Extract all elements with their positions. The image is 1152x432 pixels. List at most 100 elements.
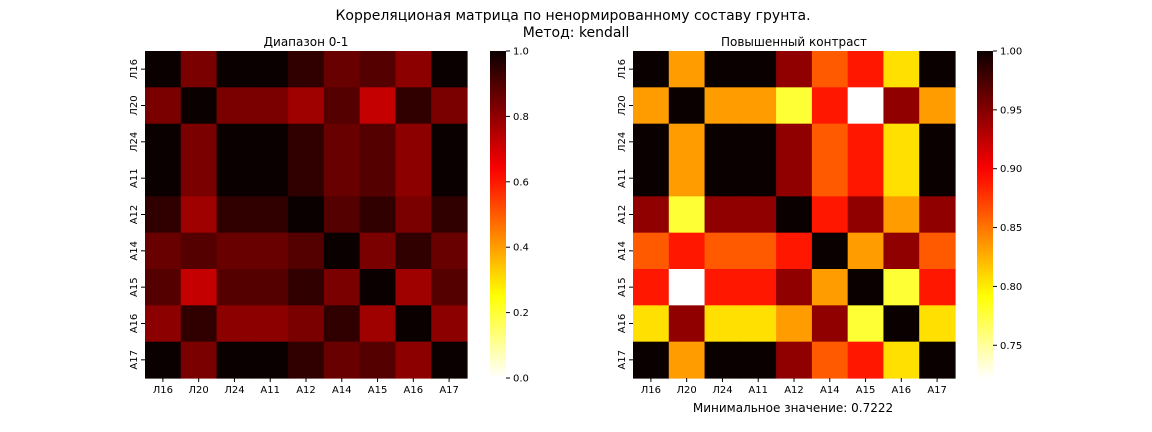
x-tick-label: А11 — [260, 385, 280, 396]
heatmap-cell — [633, 51, 670, 88]
heatmap-cell — [883, 160, 920, 197]
heatmap-cell — [288, 123, 325, 161]
heatmap-cell — [216, 160, 253, 197]
heatmap-cell — [288, 341, 325, 379]
colorbar-tick-label: 0.2 — [513, 308, 529, 319]
x-tick-label: А16 — [404, 385, 424, 396]
heatmap-cell — [359, 269, 397, 306]
colorbar-tick-label: 0.8 — [513, 112, 529, 123]
heatmap-cell — [883, 123, 920, 161]
y-tick-label: Л24 — [617, 132, 628, 152]
heatmap-cell — [216, 305, 253, 343]
heatmap-cell — [323, 341, 361, 379]
heatmap-cell — [668, 51, 706, 88]
heatmap-cell — [776, 123, 813, 161]
heatmap-cell — [180, 232, 218, 270]
heatmap-cell — [395, 232, 432, 270]
heatmap-cell — [180, 305, 218, 343]
x-tick-label: Л16 — [641, 385, 661, 396]
heatmap-cell — [668, 160, 706, 197]
heatmap-cell — [776, 305, 813, 343]
colorbar-tick-label: 0.85 — [1000, 223, 1022, 234]
heatmap-cell — [847, 196, 885, 234]
heatmap-cell — [288, 196, 325, 234]
heatmap-cell — [252, 160, 289, 197]
heatmap-cell — [288, 160, 325, 197]
x-tick-label: А14 — [820, 385, 840, 396]
heatmap-cell — [145, 305, 182, 343]
heatmap-cell — [847, 160, 885, 197]
heatmap-cell — [704, 341, 741, 379]
heatmap-cell — [776, 232, 813, 270]
heatmap-cell — [919, 232, 956, 270]
heatmap-cell — [180, 341, 218, 379]
x-tick-label: А17 — [927, 385, 947, 396]
figure-title-line1: Корреляционая матрица по ненормированном… — [335, 8, 810, 24]
heatmap-cell — [847, 51, 885, 88]
heatmap-cell — [633, 341, 670, 379]
heatmap-cell — [216, 232, 253, 270]
heatmap-cell — [811, 305, 849, 343]
heatmap-cell — [216, 269, 253, 306]
heatmap-cell — [668, 269, 706, 306]
heatmap-cell — [431, 305, 468, 343]
heatmap-cell — [288, 87, 325, 125]
x-tick-label: А16 — [892, 385, 912, 396]
heatmap-cell — [740, 87, 777, 125]
heatmap-cell — [252, 269, 289, 306]
heatmap-cell — [252, 305, 289, 343]
heatmap-cell — [704, 305, 741, 343]
heatmap-cell — [180, 160, 218, 197]
heatmap-cell — [668, 87, 706, 125]
heatmap-cell — [919, 196, 956, 234]
heatmap-cell — [395, 305, 432, 343]
heatmap-cell — [847, 232, 885, 270]
y-tick-label: А12 — [129, 205, 140, 225]
colorbar-tick-label: 0.80 — [1000, 282, 1022, 293]
heatmap-cell — [180, 87, 218, 125]
y-tick-label: А17 — [129, 350, 140, 370]
heatmap-cell — [776, 160, 813, 197]
heatmap-cell — [883, 341, 920, 379]
heatmap-cell — [811, 87, 849, 125]
y-tick-label: А14 — [129, 241, 140, 261]
heatmap-cell — [216, 341, 253, 379]
heatmap-cell — [740, 51, 777, 88]
heatmap-cell — [252, 196, 289, 234]
heatmap-cell — [740, 123, 777, 161]
heatmap-cell — [252, 87, 289, 125]
heatmap-cell — [395, 160, 432, 197]
heatmap-cell — [633, 269, 670, 306]
heatmap-cell — [145, 87, 182, 125]
heatmap-cell — [252, 232, 289, 270]
heatmap-cell — [395, 341, 432, 379]
heatmap-cell — [704, 160, 741, 197]
x-tick-label: Л16 — [153, 385, 173, 396]
x-tick-label: Л24 — [712, 385, 732, 396]
colorbar-tick-label: 0.75 — [1000, 341, 1022, 352]
heatmap-cell — [668, 196, 706, 234]
heatmap-cell — [847, 305, 885, 343]
heatmap-cell — [811, 160, 849, 197]
heatmap-cell — [252, 123, 289, 161]
heatmap-cell — [323, 51, 361, 88]
heatmap-cell — [847, 341, 885, 379]
colorbar-tick-label: 0.6 — [513, 177, 529, 188]
heatmap-cell — [811, 123, 849, 161]
heatmap-cell — [883, 51, 920, 88]
heatmap-cell — [883, 87, 920, 125]
heatmap-cell — [395, 51, 432, 88]
heatmap-cell — [359, 160, 397, 197]
heatmap-cell — [323, 160, 361, 197]
y-tick-label: А11 — [617, 168, 628, 188]
heatmap-cell — [847, 87, 885, 125]
heatmap-cell — [431, 196, 468, 234]
heatmap-cell — [431, 160, 468, 197]
heatmap-cell — [919, 87, 956, 125]
heatmap-cell — [359, 51, 397, 88]
heatmap-cell — [431, 269, 468, 306]
y-tick-label: А15 — [129, 277, 140, 297]
heatmap-cell — [180, 269, 218, 306]
heatmap-cell — [847, 269, 885, 306]
